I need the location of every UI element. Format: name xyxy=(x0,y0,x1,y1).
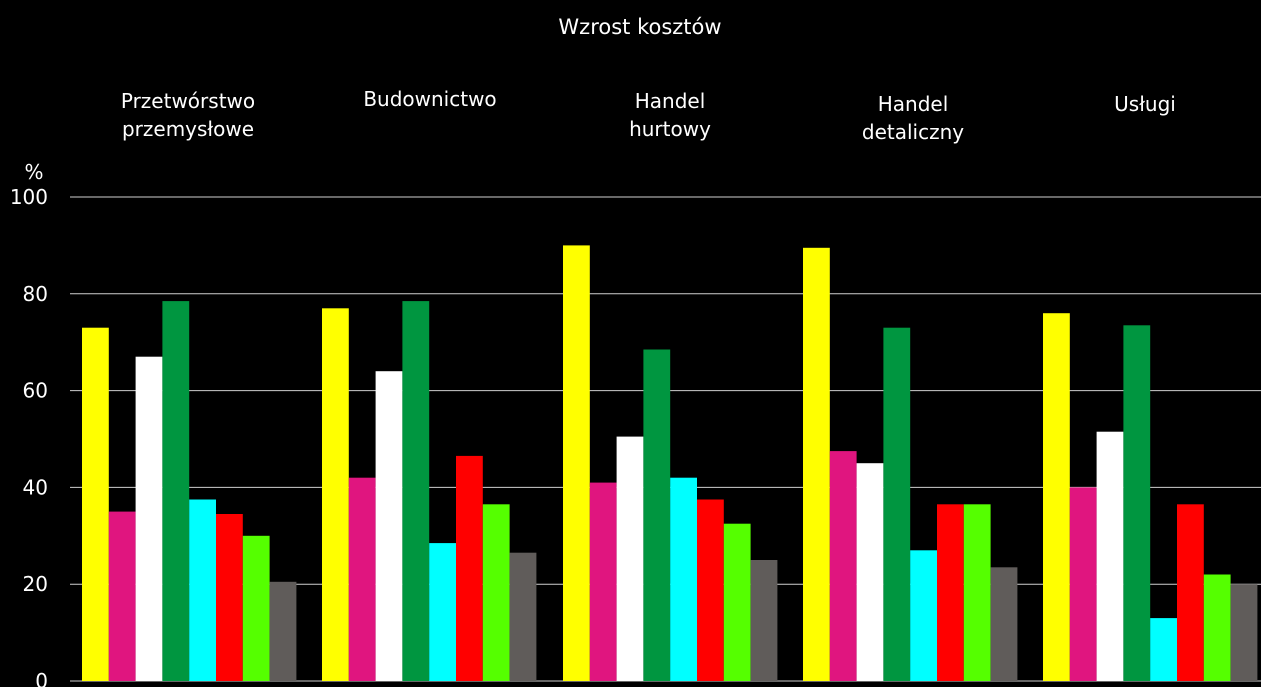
bar-group4-series2 xyxy=(829,451,857,681)
y-tick-label: 80 xyxy=(23,282,48,306)
bar-group4-series1 xyxy=(803,247,830,682)
bar-group3-series7 xyxy=(723,523,751,681)
bar-group2-series6 xyxy=(456,455,483,681)
bar-group3-series8 xyxy=(750,560,778,681)
bar-group5-series2 xyxy=(1069,487,1097,681)
bar-group1-series8 xyxy=(269,581,297,681)
bar-group2-series3 xyxy=(375,371,403,681)
category-labels: Przetwórstwo przemysłowe Budownictwo Handel… xyxy=(121,87,1176,144)
category-label-line: Budownictwo xyxy=(363,87,496,111)
category-label: Przetwórstwo przemysłowe xyxy=(121,89,255,141)
bar-group3-series2 xyxy=(589,482,617,681)
bar-group3-series3 xyxy=(616,436,644,681)
y-axis-unit-label: % xyxy=(24,160,43,184)
bar-group5-series8 xyxy=(1230,584,1258,681)
bar-group1-series1 xyxy=(82,327,109,681)
category-label-line: Handel xyxy=(635,89,706,113)
bar-group4-series7 xyxy=(963,504,991,681)
bar-group1-series5 xyxy=(189,499,216,681)
category-label-line: Usługi xyxy=(1114,92,1176,116)
bars xyxy=(82,245,1258,682)
category-label-line: Przetwórstwo xyxy=(121,89,255,113)
bar-group3-series5 xyxy=(670,477,697,681)
bar-group2-series7 xyxy=(482,504,510,681)
y-tick-label: 60 xyxy=(23,379,48,403)
bar-group5-series6 xyxy=(1177,504,1204,681)
bar-group1-series3 xyxy=(135,356,163,681)
bar-group1-series7 xyxy=(242,535,270,681)
category-label-line: Handel xyxy=(878,92,949,116)
y-tick-labels: 0 20 40 60 80 100 xyxy=(10,185,48,687)
y-tick-label: 20 xyxy=(23,572,48,596)
bar-group5-series4 xyxy=(1123,325,1151,681)
category-label: Handel detaliczny xyxy=(862,92,964,144)
y-tick-label: 100 xyxy=(10,185,48,209)
bar-group2-series4 xyxy=(402,301,430,681)
bar-group4-series3 xyxy=(856,463,884,681)
bar-group4-series4 xyxy=(883,327,911,681)
bar-group3-series1 xyxy=(563,245,590,681)
bar-group2-series5 xyxy=(429,543,456,681)
bar-group2-series2 xyxy=(348,477,376,681)
category-label: Handel hurtowy xyxy=(629,89,711,141)
category-label-line: detaliczny xyxy=(862,120,964,144)
chart-title: Wzrost kosztów xyxy=(558,15,721,39)
bar-group4-series6 xyxy=(937,504,964,681)
category-label-line: hurtowy xyxy=(629,117,711,141)
bar-group1-series2 xyxy=(108,511,136,681)
bar-group4-series5 xyxy=(910,550,937,681)
bar-group5-series5 xyxy=(1150,618,1177,681)
y-tick-label: 40 xyxy=(23,475,48,499)
bar-group5-series1 xyxy=(1043,313,1070,681)
bar-group4-series8 xyxy=(990,567,1018,681)
y-tick-label: 0 xyxy=(35,669,48,687)
bar-group2-series1 xyxy=(322,308,349,681)
bar-group5-series3 xyxy=(1096,431,1124,681)
bar-group1-series6 xyxy=(216,514,243,681)
category-label-line: przemysłowe xyxy=(122,117,254,141)
bar-group2-series8 xyxy=(509,552,537,681)
category-label: Budownictwo xyxy=(363,87,496,111)
bar-group3-series4 xyxy=(643,349,671,681)
category-label: Usługi xyxy=(1114,92,1176,116)
bar-group5-series7 xyxy=(1203,574,1231,681)
bar-group3-series6 xyxy=(697,499,724,681)
bar-group1-series4 xyxy=(162,301,190,681)
